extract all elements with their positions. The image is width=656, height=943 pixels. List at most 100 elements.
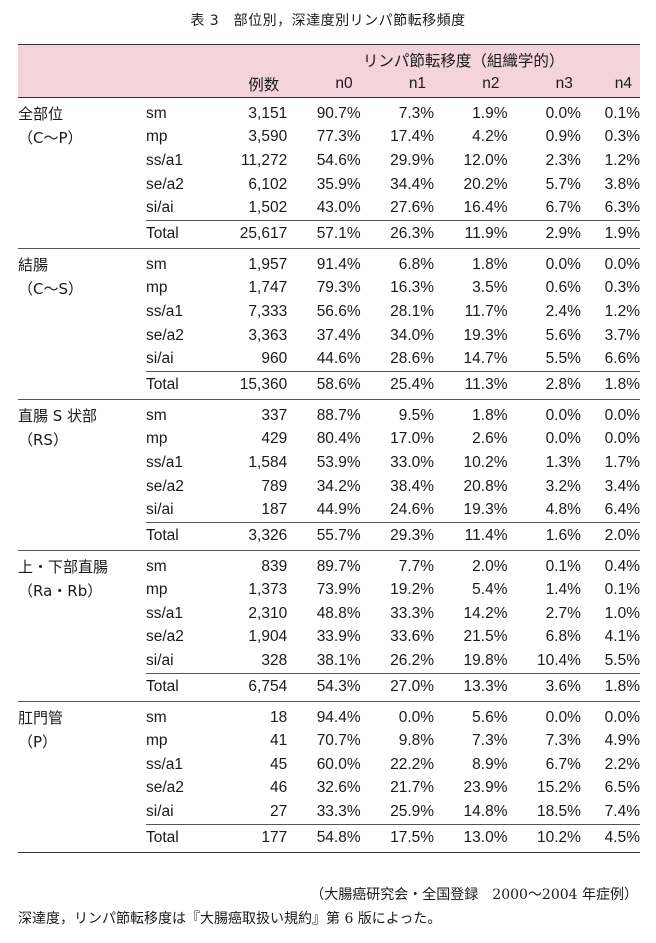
data-cell: 6.3%: [604, 199, 640, 217]
depth-label: Total: [146, 370, 208, 400]
data-cell: 33.6%: [390, 628, 435, 646]
data-cell: 35.9%: [316, 175, 361, 193]
data-cell: 9.8%: [398, 732, 435, 750]
data-cell: 0.0%: [545, 708, 581, 726]
data-cell: 54.8%: [287, 823, 361, 853]
data-cell: 16.4%: [463, 199, 508, 217]
data-cell: 20.8%: [463, 477, 508, 495]
column-header: n0: [287, 71, 361, 98]
data-cell: 43.0%: [316, 199, 361, 217]
data-cell: 2.0%: [580, 521, 640, 551]
data-cell: 0.1%: [604, 581, 640, 599]
data-cell: 3.2%: [545, 477, 581, 495]
total-row: Total 6,754 54.3% 27.0% 13.3% 3.6% 1.8%: [18, 672, 640, 702]
data-cell: 73.9%: [316, 581, 361, 599]
data-cell: 20.2%: [463, 175, 508, 193]
data-cell: 60.0%: [316, 755, 361, 773]
data-cell: 54.3%: [287, 672, 361, 702]
data-cell: 3.8%: [604, 175, 640, 193]
data-cell: 5.5%: [604, 652, 640, 670]
data-cell: 13.3%: [434, 672, 508, 702]
depth-label: se/a2: [146, 779, 184, 797]
table-row: se/a2 3,363 37.4% 34.0% 19.3% 5.6% 3.7%: [18, 324, 640, 348]
data-cell: 33.3%: [390, 604, 435, 622]
data-cell: 70.7%: [316, 732, 361, 750]
data-cell: 91.4%: [316, 255, 361, 273]
table-row: si/ai 27 33.3% 25.9% 14.8% 18.5% 7.4%: [18, 800, 640, 824]
data-cell: 24.6%: [390, 501, 435, 519]
data-cell: 77.3%: [316, 128, 361, 146]
data-cell: 7.4%: [604, 803, 640, 821]
data-cell: 3.4%: [604, 477, 640, 495]
data-cell: 19.2%: [390, 581, 435, 599]
data-cell: 2,310: [248, 604, 288, 622]
data-cell: 6.6%: [604, 350, 640, 368]
data-cell: 22.2%: [390, 755, 435, 773]
data-cell: 1,747: [248, 279, 288, 297]
data-cell: 6,754: [208, 672, 288, 702]
table-row: si/ai 328 38.1% 26.2% 19.8% 10.4% 5.5%: [18, 649, 640, 673]
data-cell: 4.5%: [580, 823, 640, 853]
data-cell: 53.9%: [316, 453, 361, 471]
data-cell: 11.9%: [434, 219, 508, 249]
data-cell: 16.3%: [390, 279, 435, 297]
data-cell: 27.6%: [390, 199, 435, 217]
data-cell: 13.0%: [434, 823, 508, 853]
data-cell: 15.2%: [536, 779, 581, 797]
column-header: n4: [580, 71, 640, 98]
data-cell: 18.5%: [536, 803, 581, 821]
data-cell: 55.7%: [287, 521, 361, 551]
total-row: Total 15,360 58.6% 25.4% 11.3% 2.8% 1.8%: [18, 370, 640, 400]
data-cell: 33.3%: [316, 803, 361, 821]
data-cell: 5.6%: [472, 708, 508, 726]
data-cell: 19.3%: [463, 326, 508, 344]
site-range: （C〜P）: [18, 129, 83, 147]
data-cell: 0.3%: [604, 279, 640, 297]
site-name: 直腸 S 状部: [18, 406, 98, 425]
site-label: 結腸 （C〜S）: [18, 248, 146, 400]
data-cell: 3.5%: [472, 279, 508, 297]
data-cell: 44.6%: [316, 350, 361, 368]
depth-label: se/a2: [146, 477, 184, 495]
data-cell: 2.2%: [604, 755, 640, 773]
data-cell: 0.1%: [545, 557, 581, 575]
data-cell: 8.9%: [472, 755, 508, 773]
column-header: n3: [507, 71, 581, 98]
site-label: 肛門管 （P）: [18, 701, 146, 853]
source-citation: （大腸癌研究会・全国登録 2000〜2004 年症例）: [310, 887, 638, 903]
data-cell: 11.4%: [434, 521, 508, 551]
data-cell: 0.0%: [545, 255, 581, 273]
data-cell: 2.0%: [472, 557, 508, 575]
data-cell: 0.0%: [604, 708, 640, 726]
data-cell: 33.0%: [390, 453, 435, 471]
depth-label: ss/a1: [146, 755, 184, 773]
data-cell: 3,326: [208, 521, 288, 551]
site-name: 肛門管: [18, 708, 64, 727]
data-cell: 88.7%: [316, 406, 361, 424]
depth-label: si/ai: [146, 652, 174, 670]
data-cell: 3,151: [248, 104, 288, 122]
data-cell: 23.9%: [463, 779, 508, 797]
site-label: 全部位 （C〜P）: [18, 97, 146, 249]
data-cell: 94.4%: [316, 708, 361, 726]
data-cell: 1.8%: [580, 672, 640, 702]
data-cell: 38.1%: [316, 652, 361, 670]
data-cell: 58.6%: [287, 370, 361, 400]
depth-label: mp: [146, 279, 168, 297]
data-cell: 1,904: [248, 628, 288, 646]
data-cell: 1.4%: [545, 581, 581, 599]
header-group-label: リンパ節転移度（組織学的）: [287, 44, 640, 71]
data-cell: 17.4%: [390, 128, 435, 146]
depth-label: sm: [146, 406, 167, 424]
depth-label: ss/a1: [146, 302, 184, 320]
data-cell: 10.2%: [463, 453, 508, 471]
depth-label: sm: [146, 708, 167, 726]
data-cell: 0.1%: [604, 104, 640, 122]
data-cell: 1.9%: [472, 104, 508, 122]
data-cell: 5.7%: [545, 175, 581, 193]
table-row: ss/a1 11,272 54.6% 29.9% 12.0% 2.3% 1.2%: [18, 149, 640, 173]
data-cell: 48.8%: [316, 604, 361, 622]
table-row: si/ai 187 44.9% 24.6% 19.3% 4.8% 6.4%: [18, 498, 640, 522]
table-row: mp 1,373 73.9% 19.2% 5.4% 1.4% 0.1%: [18, 579, 640, 603]
